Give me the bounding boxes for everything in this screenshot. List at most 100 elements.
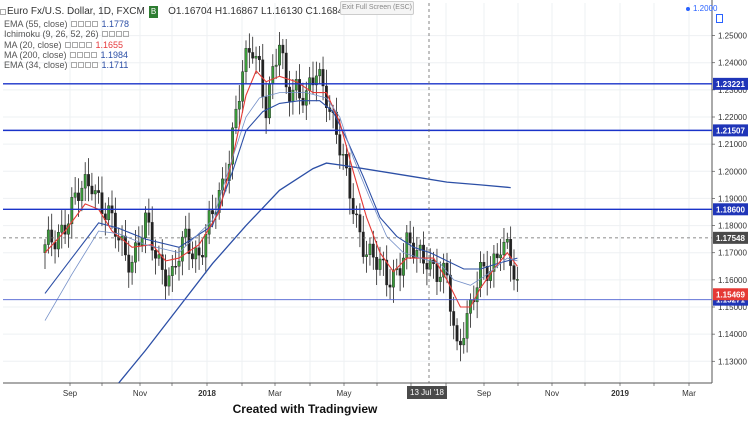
candle-body <box>274 64 278 67</box>
x-tick-label: Nov <box>133 389 147 398</box>
indicator-control-icon[interactable] <box>84 62 91 69</box>
candle-body <box>445 262 449 276</box>
y-tick-label: 1.25000 <box>718 32 747 41</box>
candle-body <box>415 250 419 258</box>
plot-area[interactable] <box>3 3 712 383</box>
settings-icon[interactable] <box>716 14 723 23</box>
candle-body <box>211 210 214 215</box>
level-label: 1.21507 <box>716 126 745 135</box>
candle-body <box>170 266 174 276</box>
watermark: Created with Tradingview <box>232 402 378 416</box>
candle-body <box>127 254 131 273</box>
candle-body <box>311 77 315 86</box>
candle-body <box>237 101 241 110</box>
candle-body <box>408 232 412 244</box>
candle-body <box>351 198 355 215</box>
candle-body <box>378 258 382 270</box>
indicator-control-icon[interactable] <box>64 41 71 48</box>
indicator-control-icon[interactable] <box>69 52 76 59</box>
candle-body <box>505 239 509 243</box>
x-tick-label: Sep <box>63 389 78 398</box>
y-tick-label: 1.23000 <box>718 86 747 95</box>
candle-body <box>97 190 101 193</box>
candle-body <box>67 223 70 235</box>
candle-body <box>304 90 308 106</box>
candle-body <box>87 174 90 187</box>
level-label-bg <box>713 203 748 216</box>
level-label: 1.23221 <box>716 80 745 89</box>
indicator-control-icon[interactable] <box>115 31 122 38</box>
candle-body <box>154 250 157 259</box>
candle-body <box>502 241 506 256</box>
candle-body <box>288 86 291 102</box>
candle-body <box>375 257 379 270</box>
indicator-control-icon[interactable] <box>101 31 108 38</box>
indicator-control-icon[interactable] <box>85 41 92 48</box>
candle-body <box>495 253 499 259</box>
candle-body <box>325 85 328 109</box>
candle-body <box>321 69 325 87</box>
candle-body <box>184 228 188 238</box>
candle-body <box>368 243 372 255</box>
candle-body <box>147 212 151 223</box>
y-tick-label: 1.15000 <box>718 303 747 312</box>
indicator-value: 1.1711 <box>101 60 129 71</box>
crosshair-price-label: 1.17548 <box>716 234 745 243</box>
current-price-label: 1.15469 <box>716 290 745 299</box>
candle-body <box>100 192 104 215</box>
level-label: 1.18600 <box>716 205 745 214</box>
candle-body <box>177 260 181 267</box>
x-tick-label: Sep <box>477 389 492 398</box>
y-tick-label: 1.20000 <box>718 167 747 176</box>
x-tick-label: May <box>336 389 351 398</box>
candle-body <box>123 235 127 256</box>
candle-body <box>418 244 422 251</box>
indicator-row: EMA (34, close) 1.1711 <box>0 60 420 70</box>
candle-body <box>113 212 117 237</box>
indicator-control-icon[interactable] <box>76 52 83 59</box>
indicator-name: EMA (55, close) <box>4 19 68 29</box>
indicator-name: MA (20, close) <box>4 39 62 50</box>
y-tick-label: 1.21000 <box>718 140 747 149</box>
candle-body <box>254 55 258 59</box>
indicator-control-icon[interactable] <box>91 21 98 28</box>
adjust-dot-icon <box>686 6 690 11</box>
candle-body <box>428 259 432 270</box>
indicator-control-icon[interactable] <box>90 52 97 59</box>
candle-body <box>371 243 375 258</box>
candle-body <box>452 311 456 326</box>
x-tick-label: 2019 <box>611 389 629 398</box>
y-tick-label: 1.19000 <box>718 194 747 203</box>
candle-body <box>465 313 469 339</box>
indicator-control-icon[interactable] <box>77 62 84 69</box>
indicator-control-icon[interactable] <box>122 31 129 38</box>
indicator-control-icon[interactable] <box>71 41 78 48</box>
indicator-value: 1.1984 <box>100 49 129 60</box>
candle-body <box>314 75 318 86</box>
candle-body <box>57 232 60 250</box>
candle-body <box>174 266 178 268</box>
exit-fullscreen-button[interactable]: Exit Full Screen (ESC) <box>340 1 414 15</box>
indicator-value: 1.1778 <box>101 19 130 29</box>
indicator-name: Ichimoku (9, 26, 52, 26) <box>4 29 99 40</box>
candle-body <box>385 259 389 286</box>
candle-body <box>130 261 134 273</box>
indicator-control-icon[interactable] <box>70 62 77 69</box>
candle-body <box>482 262 486 267</box>
chart-legend: Euro Fx/U.S. Dollar, 1D, FXCM B O1.16704… <box>0 6 420 70</box>
price-adjust-control[interactable]: 1.2000 <box>686 4 717 13</box>
indicator-control-icon[interactable] <box>83 52 90 59</box>
indicator-control-icon[interactable] <box>77 21 84 28</box>
legend-toggle-icon[interactable] <box>0 9 6 15</box>
candle-body <box>50 229 54 243</box>
indicator-control-icon[interactable] <box>84 21 91 28</box>
indicator-control-icon[interactable] <box>70 21 77 28</box>
candle-body <box>140 237 144 246</box>
indicator-control-icon[interactable] <box>91 62 98 69</box>
candle-body <box>392 269 395 288</box>
candle-body <box>448 274 452 312</box>
indicator-control-icon[interactable] <box>108 31 115 38</box>
indicator-control-icon[interactable] <box>78 41 85 48</box>
